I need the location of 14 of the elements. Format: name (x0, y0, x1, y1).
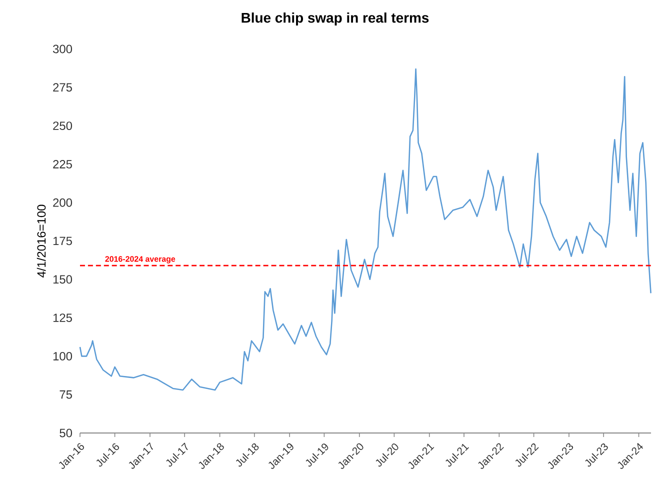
y-axis-title: 4/1/2016=100 (36, 204, 46, 278)
y-tick-label: 200 (53, 198, 72, 207)
y-tick-label: 150 (53, 275, 72, 284)
line-series (79, 68, 652, 391)
y-tick-label: 50 (60, 428, 72, 438)
y-tick-label: 125 (53, 314, 72, 322)
y-tick-label: 175 (53, 236, 72, 246)
y-tick-label: 300 (52, 44, 72, 54)
y-tick-label: 225 (53, 160, 72, 168)
y-tick-label: 100 (53, 352, 72, 360)
y-tick-label: 250 (53, 122, 72, 130)
y-tick-label: 275 (53, 83, 72, 92)
y-tick-label: 75 (60, 390, 72, 399)
chart-title: Blue chip swap in real terms (242, 12, 429, 26)
